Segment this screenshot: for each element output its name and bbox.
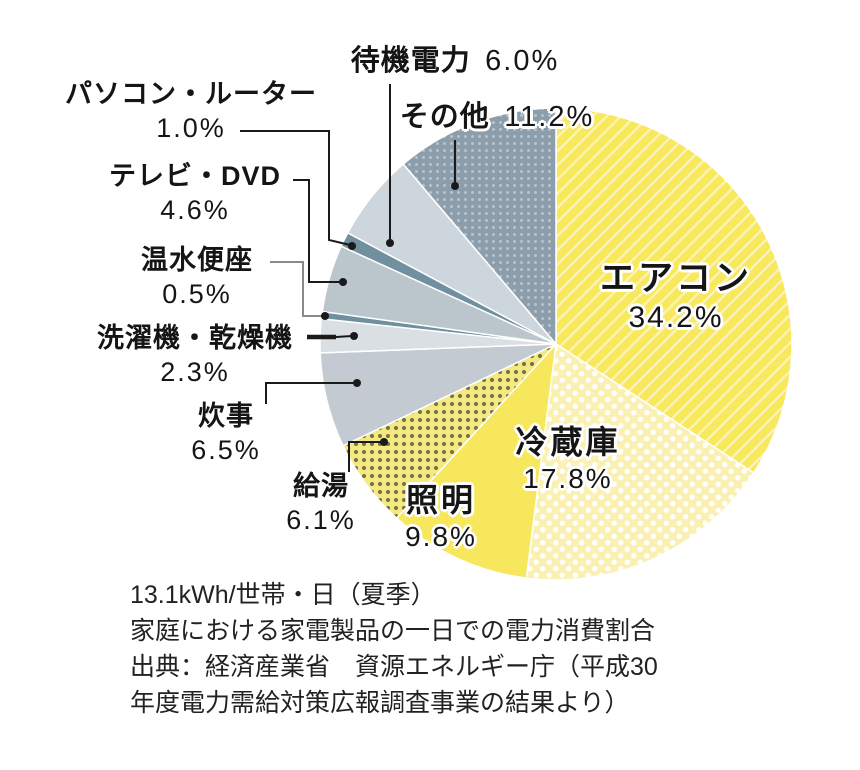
label-tv-dvd-name: テレビ・DVD bbox=[108, 161, 282, 191]
label-others-name: その他 bbox=[399, 101, 490, 133]
label-aircon: エアコン 34.2% bbox=[600, 258, 752, 337]
leader-line-tv-dvd bbox=[293, 179, 341, 283]
label-toilet-seat: 温水便座 0.5% bbox=[141, 244, 253, 312]
leader-dot-others bbox=[451, 182, 459, 190]
leader-line-toilet-seat bbox=[270, 261, 323, 317]
label-others-pct: 11.2% bbox=[504, 101, 595, 133]
label-toilet-seat-pct: 0.5% bbox=[162, 279, 232, 309]
leader-line-pc-router bbox=[240, 130, 351, 246]
label-lighting-name: 照明 bbox=[405, 482, 477, 518]
leader-dot-standby bbox=[386, 239, 394, 247]
caption-source-2: 年度電力需給対策広報調査事業の結果より） bbox=[130, 689, 630, 717]
label-standby-name: 待機電力 bbox=[350, 45, 471, 77]
leader-lines bbox=[240, 84, 459, 472]
leader-dot-toilet-seat bbox=[321, 312, 329, 320]
pie-slice-lighting bbox=[395, 343, 557, 579]
leader-dot-washer-dryer-tip bbox=[350, 332, 358, 340]
label-cooking-pct: 6.5% bbox=[191, 435, 261, 465]
label-cooking-name: 炊事 bbox=[197, 401, 254, 431]
label-pc-router-pct: 1.0% bbox=[156, 113, 226, 143]
label-lighting-pct: 9.8% bbox=[405, 521, 477, 552]
label-standby: 待機電力 6.0% bbox=[351, 44, 560, 79]
label-fridge: 冷蔵庫 17.8% bbox=[515, 423, 620, 497]
label-washer-dryer-pct: 2.3% bbox=[160, 357, 230, 387]
label-others: その他 11.2% bbox=[400, 100, 595, 135]
label-water-heating-name: 給湯 bbox=[292, 471, 349, 501]
leader-dot-cooking bbox=[353, 379, 361, 387]
leader-dot-tv-dvd bbox=[339, 278, 347, 286]
label-tv-dvd: テレビ・DVD 4.6% bbox=[109, 160, 281, 228]
caption-title: 家庭における家電製品の一日での電力消費割合 bbox=[130, 617, 656, 645]
leader-line-cooking bbox=[265, 382, 355, 404]
leader-dot-pc-router bbox=[348, 242, 356, 250]
label-washer-dryer-name: 洗濯機・乾燥機 bbox=[97, 323, 293, 353]
label-toilet-seat-name: 温水便座 bbox=[141, 245, 253, 275]
label-fridge-pct: 17.8% bbox=[523, 463, 613, 494]
caption-unit: 13.1kWh/世帯・日（夏季） bbox=[130, 581, 436, 609]
label-fridge-name: 冷蔵庫 bbox=[515, 424, 621, 460]
leader-line-water-heating bbox=[348, 441, 382, 472]
label-tv-dvd-pct: 4.6% bbox=[160, 195, 230, 225]
label-lighting: 照明 9.8% bbox=[405, 481, 477, 555]
caption: 13.1kWh/世帯・日（夏季） 家庭における家電製品の一日での電力消費割合 出… bbox=[130, 577, 658, 721]
label-water-heating: 給湯 6.1% bbox=[286, 470, 356, 538]
label-water-heating-pct: 6.1% bbox=[286, 505, 356, 535]
label-aircon-name: エアコン bbox=[599, 259, 753, 298]
label-pc-router-name: パソコン・ルーター bbox=[65, 79, 317, 109]
leader-line-washer-dryer-tip bbox=[335, 335, 353, 338]
label-cooking: 炊事 6.5% bbox=[191, 400, 261, 468]
caption-source-1: 出典：経済産業省 資源エネルギー庁（平成30 bbox=[130, 653, 658, 681]
pie-slices bbox=[319, 107, 793, 581]
pie-slice-others bbox=[402, 107, 557, 345]
label-standby-pct: 6.0% bbox=[485, 45, 560, 77]
label-pc-router: パソコン・ルーター 1.0% bbox=[65, 78, 317, 146]
leader-dot-water-heating bbox=[380, 438, 388, 446]
pie-slice-fridge bbox=[525, 343, 755, 581]
label-washer-dryer: 洗濯機・乾燥機 2.3% bbox=[97, 322, 293, 390]
label-aircon-pct: 34.2% bbox=[628, 301, 724, 334]
